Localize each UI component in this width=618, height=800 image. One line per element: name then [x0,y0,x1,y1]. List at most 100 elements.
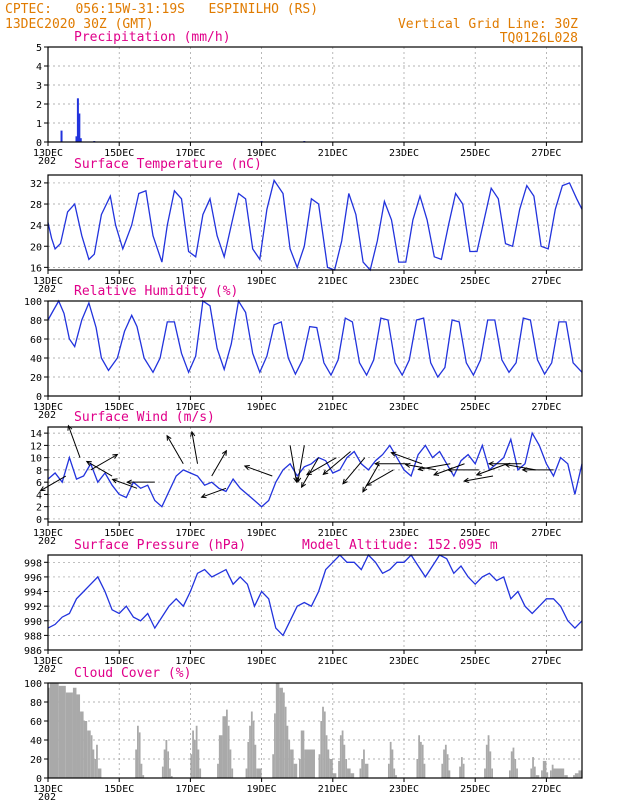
wind-arrow-head [390,451,397,457]
cloud-bar [245,768,248,778]
cloud-bar [65,692,73,778]
cloud-bar [163,749,166,778]
pressure-panel: 986 988 990 992 994 996 998 13DEC 15DEC 17DEC 19DE… [24,538,583,675]
cloud-xtick-label: 27DEC [531,784,561,795]
humidity-xtick-label: 25DEC [460,402,490,413]
cloud-bar [446,754,449,778]
cloud-bar [76,694,81,778]
cloud-bar [387,763,390,778]
wind-xtick-label: 21DEC [318,528,348,539]
cloud-bar [391,749,394,778]
cloud-bar [578,770,582,778]
precipitation-bar [60,130,63,142]
cloud-bar [418,735,421,778]
cloud-bar [546,772,549,778]
cloud-bar [254,744,257,778]
temperature-title: Surface Temperature (nC) [74,157,262,172]
precipitation-bar [76,98,79,142]
cloud-bar [170,776,173,778]
pressure-ytick-label: 992 [24,602,42,613]
cloud-bar [338,760,340,778]
cloud-bar [140,763,143,778]
wind-arrow-shaft [201,487,227,498]
cloud-bar [192,730,194,778]
cloud-bar [138,732,141,778]
wind-arrow-head [374,461,380,467]
pressure-xtick-label: 27DEC [531,656,561,667]
cloud-bar [448,770,451,778]
precipitation-xtick-label: 15DEC [104,148,134,159]
temperature-ytick-label: 20 [30,242,42,253]
wind-arrow-head [126,479,132,485]
wind-arrow-head [243,465,250,470]
wind-xtick-label: 27DEC [531,528,561,539]
cloud-bar [393,768,396,778]
wind-arrow [487,461,522,467]
humidity-panel: 0 20 40 60 80 100 13DEC 15DEC 17DEC 19DEC 21DEC 23D… [24,284,583,421]
wind-arrow [111,478,138,489]
cloud-bar [533,766,536,778]
wind-arrow [521,467,554,473]
temperature-xtick-label: 23DEC [389,276,419,287]
humidity-frame [47,300,583,397]
cloud-bar [249,725,251,778]
wind-arrow [446,467,479,473]
wind-arrow [365,469,394,486]
wind-arrow-shaft [342,457,366,485]
cloud-bar [275,683,280,778]
header-location: CPTEC: 056:15W-31:19S ESPINILHO (RS) [5,2,318,17]
wind-arrow-head [521,467,528,473]
wind-arrow-head [112,453,119,459]
wind-arrow [289,445,299,484]
wind-arrow-head [221,449,227,456]
cloud-bar [416,759,419,778]
header-date: 13DEC2020 30Z (GMT) [5,17,154,32]
wind-arrow-shaft [464,475,494,482]
cloud-bar [167,751,170,778]
cloud-bar [135,749,137,778]
cloud-bar [364,763,369,778]
wind-arrow-head [111,478,118,484]
wind-arrow-shaft [366,469,394,486]
wind-arrow [90,453,119,471]
wind-arrow-head [296,477,302,484]
cloud-bar [485,744,488,778]
wind-arrow-head [85,460,92,466]
cloud-bar [96,744,98,778]
cloud-bar [165,740,168,778]
pressure-year-label: 202 [38,664,56,675]
humidity-ytick-label: 20 [30,373,42,384]
cloud-bar [459,766,461,778]
cloud-xtick-label: 17DEC [175,784,205,795]
cloud-bar [510,751,513,778]
wind-title: Surface Wind (m/s) [74,410,215,425]
cloud-bar [460,757,463,778]
wind-arrow [374,461,408,467]
pressure-ytick-label: 994 [24,588,42,599]
wind-arrow [296,445,305,484]
wind-arrow [243,465,273,477]
wind-ytick-label: 4 [36,490,42,501]
cloud-bar [395,775,397,778]
wind-arrow-shaft [40,475,67,492]
cloud-bar [282,692,285,778]
cloud-bar [218,735,223,778]
humidity-ytick-label: 100 [24,297,42,308]
precipitation-frame [47,46,583,143]
cloud-bar [256,768,262,778]
wind-xtick-label: 23DEC [389,528,419,539]
cloud-bar [97,768,102,778]
wind-arrow-head [475,470,482,476]
wind-ytick-label: 12 [30,441,42,452]
cloud-bar [286,725,289,778]
cloud-bar [420,741,422,778]
wind-arrow-head [463,477,470,483]
wind-xtick-label: 15DEC [104,528,134,539]
cloud-bar [87,730,91,778]
cloud-bar [169,768,171,778]
cloud-bar [535,775,540,778]
precipitation-xtick-label: 25DEC [460,148,490,159]
cloud-bar [137,725,139,778]
precipitation-xtick-label: 17DEC [175,148,205,159]
